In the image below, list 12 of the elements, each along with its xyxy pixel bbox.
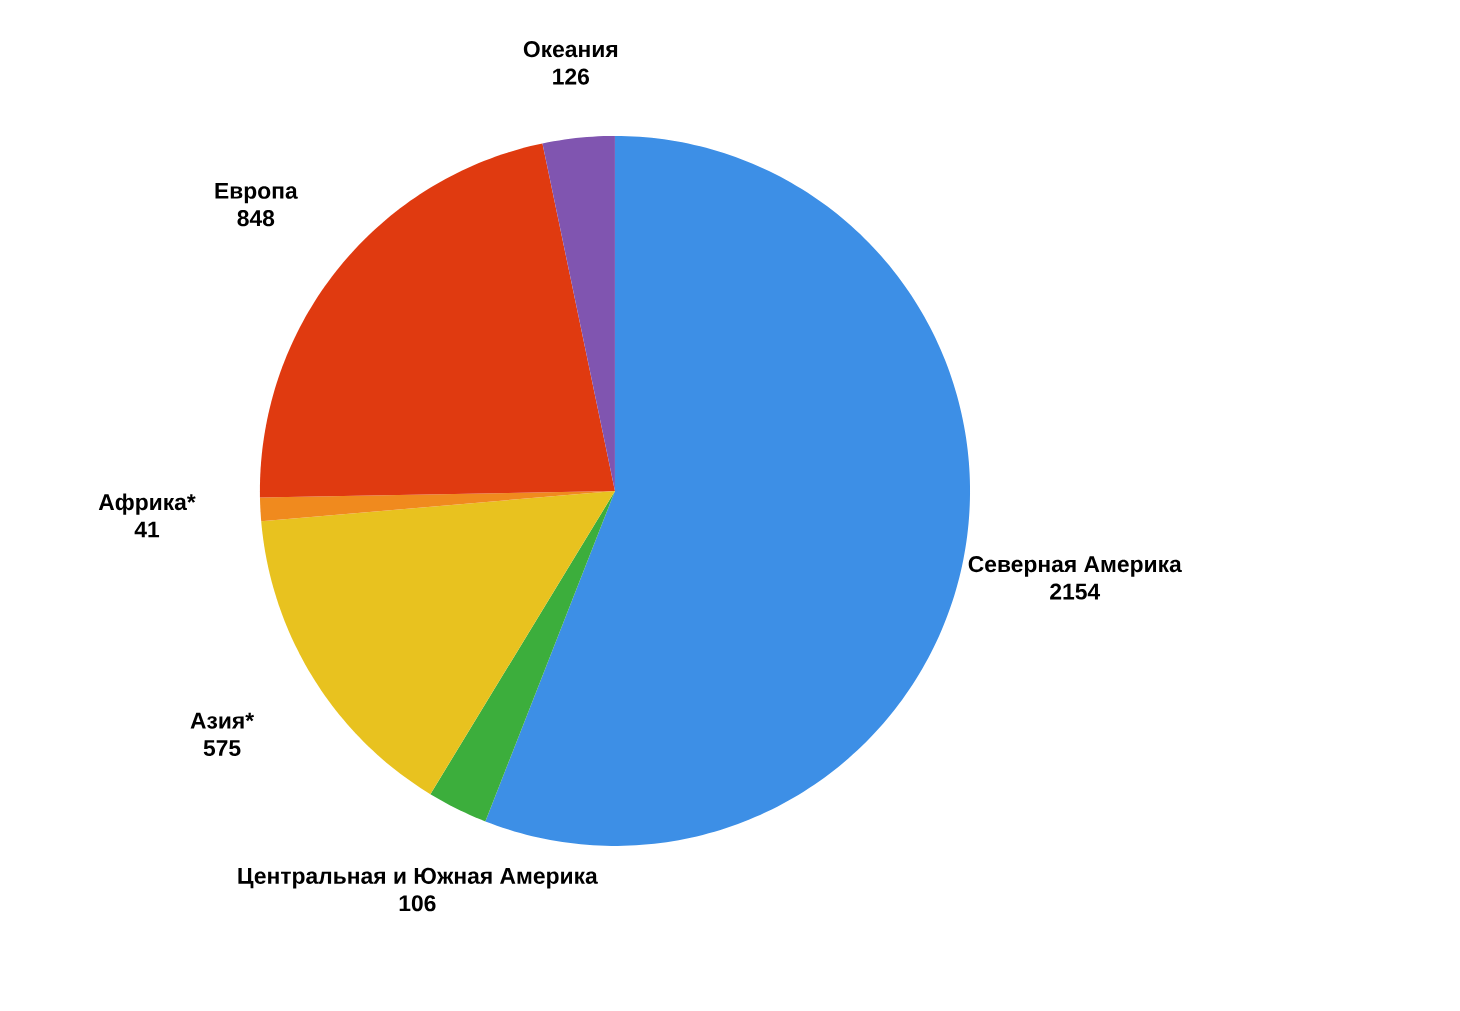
data-label: 848 [237,210,275,227]
data-label: 2154 [1050,583,1101,600]
data-label: 106 [399,895,436,912]
slice-label: Африка* [98,493,196,515]
slice-label: Центральная и Южная Америка [238,867,598,889]
data-label: 126 [553,68,589,85]
slice-label: Европа [215,182,298,204]
data-label: 41 [134,521,160,538]
data-label: 575 [203,740,241,757]
slice-label: Северная Америка [968,556,1182,577]
slice-label: Азия* [190,712,255,729]
slice-label: Океания [523,41,618,58]
